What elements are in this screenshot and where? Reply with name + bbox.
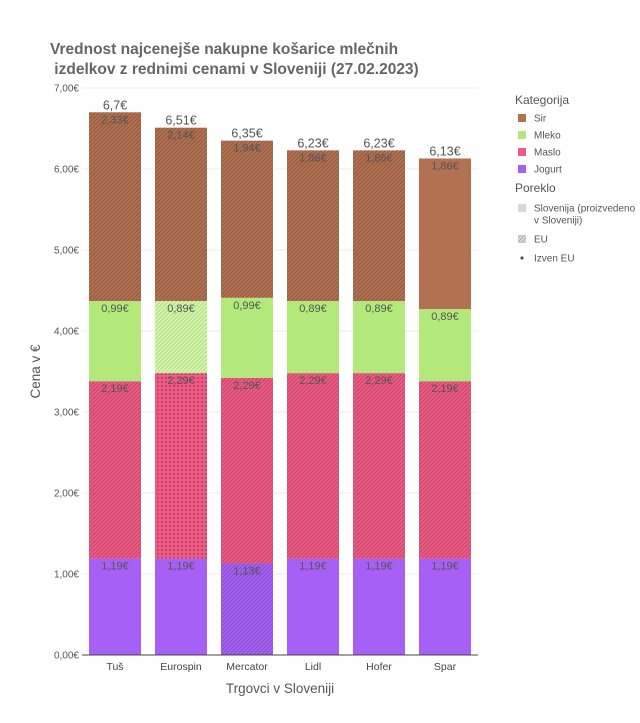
bar-segment-mleko — [419, 309, 471, 382]
legend-label: Slovenija (proizvedeno — [534, 204, 636, 215]
bar-pattern-izven-eu — [155, 373, 207, 559]
legend-swatch-jogurt — [518, 165, 526, 173]
legend-label: Mleko — [534, 131, 561, 142]
bar-pattern-eu — [89, 381, 141, 559]
legend-label: EU — [534, 235, 548, 246]
segment-value-label: 1,19€ — [167, 561, 195, 573]
segment-value-label: 0,99€ — [233, 300, 261, 312]
segment-value-label: 1,94€ — [233, 143, 261, 155]
x-tick-label: Spar — [434, 661, 457, 673]
title-line: Vrednost najcenejše nakupne košarice mle… — [50, 41, 398, 58]
bar-pattern-eu — [221, 377, 273, 564]
total-value-label: 6,51€ — [165, 114, 196, 128]
x-tick-label: Hofer — [366, 661, 392, 673]
legend-label: Izven EU — [534, 254, 575, 265]
x-tick-label: Eurospin — [160, 661, 202, 673]
segment-value-label: 2,19€ — [431, 383, 459, 395]
segment-value-label: 0,99€ — [101, 303, 129, 315]
total-value-label: 6,23€ — [297, 136, 328, 150]
legend-swatch-sir — [518, 114, 526, 122]
x-tick-label: Lidl — [305, 661, 321, 673]
bar-segment-jogurt — [419, 558, 471, 655]
segment-value-label: 1,19€ — [299, 561, 327, 573]
bar-segment-sir — [419, 158, 471, 310]
bars — [89, 112, 471, 655]
gridlines — [82, 87, 478, 575]
bar-pattern-eu — [353, 373, 405, 559]
bar-pattern-eu — [287, 373, 339, 559]
x-tick-label: Mercator — [226, 661, 268, 673]
bar-segment-mleko — [221, 297, 273, 378]
legend-swatch-origin — [518, 204, 526, 212]
y-tick-label: 5,00€ — [54, 246, 79, 257]
bar-segment-mleko — [353, 301, 405, 374]
bar-pattern-eu — [221, 140, 273, 298]
y-tick-label: 7,00€ — [54, 84, 79, 95]
bar-segment-jogurt — [287, 558, 339, 655]
segment-value-label: 1,86€ — [365, 152, 393, 164]
x-axis-ticks: Tuš Eurospin Mercator Lidl Hofer Spar — [106, 661, 456, 673]
y-tick-label: 0,00€ — [54, 651, 79, 662]
total-value-label: 6,13€ — [429, 144, 460, 158]
y-tick-label: 4,00€ — [54, 327, 79, 338]
bar-segment-jogurt — [155, 558, 207, 655]
total-value-label: 6,35€ — [231, 127, 262, 141]
segment-value-label: 2,29€ — [167, 375, 195, 387]
segment-value-label: 2,29€ — [299, 375, 327, 387]
segment-value-label: 0,89€ — [365, 303, 393, 315]
legend-swatch-mleko — [518, 131, 526, 139]
legend-label: Maslo — [534, 148, 561, 159]
y-tick-label: 1,00€ — [54, 570, 79, 581]
legend-title-category: Kategorija — [515, 93, 569, 107]
segment-value-label: 1,86€ — [299, 152, 327, 164]
segment-value-label: 1,86€ — [431, 160, 459, 172]
segment-value-label: 2,14€ — [167, 130, 195, 142]
legend-swatch-maslo — [518, 148, 526, 156]
legend: Kategorija Sir Mleko Maslo Jogurt Poreklo Slov… — [515, 93, 636, 265]
y-tick-label: 2,00€ — [54, 489, 79, 500]
bar-pattern-eu — [419, 381, 471, 559]
bar-segment-mleko — [89, 301, 141, 382]
legend-swatch-pattern-eu — [518, 235, 526, 243]
y-axis-ticks: 0,00€ 1,00€ 2,00€ 3,00€ 4,00€ 5,00€ 6,00€ 7,00€ — [54, 84, 79, 662]
y-tick-label: 3,00€ — [54, 408, 79, 419]
segment-value-label: 1,19€ — [365, 561, 393, 573]
bar-segment-mleko — [287, 301, 339, 374]
segment-value-label: 1,19€ — [431, 561, 459, 573]
legend-title-origin: Poreklo — [515, 181, 556, 195]
segment-value-label: 2,29€ — [365, 375, 393, 387]
total-value-label: 6,23€ — [363, 136, 394, 150]
y-axis-title: Cena v € — [28, 344, 43, 399]
legend-swatch-dot — [520, 256, 524, 260]
segment-value-label: 2,19€ — [101, 383, 129, 395]
segment-value-label: 0,89€ — [431, 311, 459, 323]
bar-pattern-eu — [221, 563, 273, 655]
bar-pattern-eu — [353, 150, 405, 302]
x-tick-label: Tuš — [106, 661, 123, 673]
bar-pattern-eu — [155, 301, 207, 374]
segment-value-label: 2,33€ — [101, 114, 129, 126]
data-labels: 1,19€ 2,19€ 0,99€ 2,33€ 6,7€ 1,19€ 2,29€ 0,89€ 2… — [101, 98, 460, 577]
bar-pattern-eu — [89, 112, 141, 302]
bar-segment-jogurt — [89, 558, 141, 655]
y-tick-label: 6,00€ — [54, 165, 79, 176]
segment-value-label: 0,89€ — [167, 303, 195, 315]
segment-value-label: 2,29€ — [233, 380, 261, 392]
bar-segment-jogurt — [353, 558, 405, 655]
legend-label: v Sloveniji) — [534, 216, 582, 227]
title-line: izdelkov z rednimi cenami v Sloveniji (2… — [50, 61, 419, 78]
x-axis-title: Trgovci v Sloveniji — [226, 681, 334, 696]
chart-title: Vrednost najcenejše nakupne košarice mle… — [50, 41, 419, 78]
bar-pattern-eu — [287, 150, 339, 302]
segment-value-label: 1,13€ — [233, 565, 261, 577]
legend-label: Sir — [534, 114, 547, 125]
total-value-label: 6,7€ — [103, 98, 127, 112]
segment-value-label: 0,89€ — [299, 303, 327, 315]
segment-value-label: 1,19€ — [101, 561, 129, 573]
bar-pattern-eu — [155, 127, 207, 302]
legend-label: Jogurt — [534, 165, 562, 176]
